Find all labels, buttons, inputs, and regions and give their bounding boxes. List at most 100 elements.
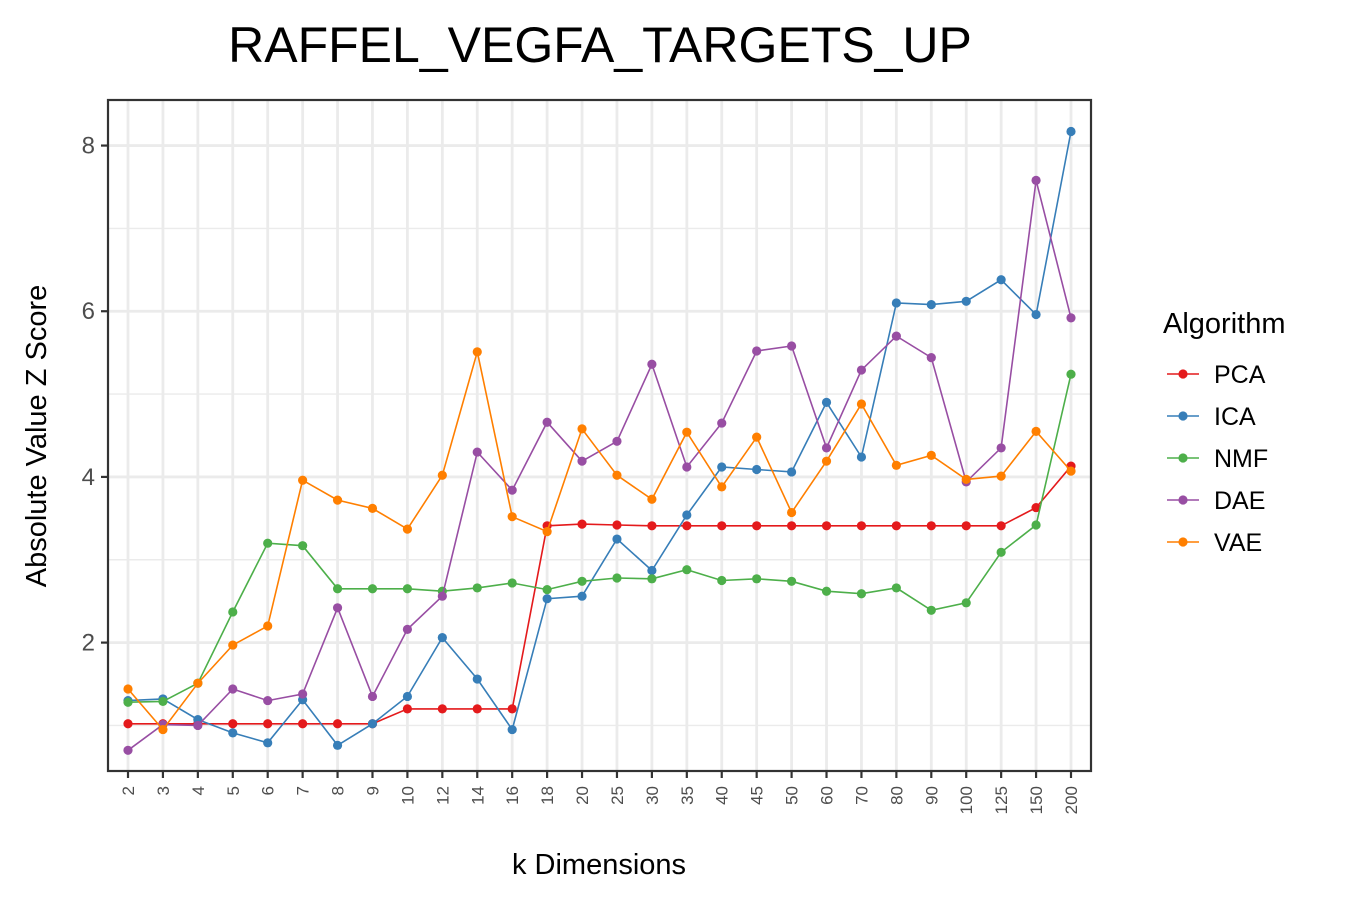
- data-point-ica: [507, 724, 517, 735]
- series-line-ica: [127, 131, 1072, 747]
- data-point-ica: [437, 633, 447, 643]
- data-point-nmf: [158, 696, 168, 707]
- x-axis-title: k Dimensions: [512, 849, 686, 881]
- data-point-nmf: [298, 541, 308, 551]
- data-point-ica: [786, 467, 797, 477]
- series-line-vae: [127, 351, 1072, 731]
- x-tick-label: 50: [783, 786, 802, 805]
- data-point-nmf: [1066, 369, 1076, 379]
- x-tick-label: 80: [887, 786, 906, 805]
- data-point-dae: [193, 720, 203, 731]
- data-point-nmf: [228, 607, 238, 617]
- legend-label-pca: PCA: [1214, 361, 1266, 389]
- data-point-vae: [332, 495, 343, 505]
- series-line-pca: [128, 465, 1072, 725]
- data-point-vae: [682, 427, 692, 437]
- data-point-dae: [332, 603, 343, 613]
- data-point-ica: [577, 591, 587, 601]
- data-point-vae: [507, 512, 517, 522]
- data-point-dae: [926, 353, 936, 363]
- data-point-dae: [228, 684, 238, 694]
- chart-title: RAFFEL_VEGFA_TARGETS_UP: [228, 17, 972, 73]
- data-point-vae: [786, 507, 797, 518]
- series-layer: [123, 126, 1076, 755]
- data-point-vae: [158, 724, 168, 735]
- data-point-pca: [263, 719, 273, 729]
- x-tick-label: 8: [329, 786, 348, 795]
- data-point-vae: [647, 494, 657, 504]
- data-point-vae: [472, 347, 482, 357]
- legend-title: Algorithm: [1163, 308, 1286, 340]
- legend-label-nmf: NMF: [1214, 445, 1268, 473]
- x-tick-label: 10: [398, 786, 417, 805]
- data-point-nmf: [647, 574, 657, 584]
- data-point-ica: [752, 464, 762, 475]
- data-point-nmf: [821, 586, 832, 596]
- x-tick-label: 16: [503, 786, 522, 805]
- data-point-ica: [472, 674, 482, 684]
- data-point-vae: [437, 470, 447, 480]
- data-point-dae: [437, 591, 447, 601]
- data-point-vae: [752, 432, 762, 442]
- data-point-pca: [682, 521, 692, 531]
- data-point-pca: [717, 521, 727, 531]
- data-point-ica: [612, 534, 622, 544]
- data-point-dae: [402, 624, 413, 634]
- data-point-dae: [263, 695, 273, 706]
- data-point-dae: [472, 447, 482, 457]
- data-point-vae: [1066, 466, 1076, 476]
- y-axis: 2 4 6 8: [82, 133, 108, 657]
- data-point-ica: [263, 738, 273, 748]
- legend-item-dae: DAE: [1167, 487, 1265, 515]
- data-point-nmf: [891, 583, 901, 593]
- x-tick-label: 100: [957, 786, 976, 814]
- data-point-vae: [856, 399, 867, 409]
- data-point-dae: [891, 331, 901, 341]
- data-point-nmf: [507, 578, 517, 588]
- data-point-dae: [1031, 175, 1041, 185]
- data-point-dae: [577, 456, 587, 466]
- legend-label-vae: VAE: [1214, 529, 1262, 557]
- data-point-pca: [612, 520, 622, 530]
- data-point-nmf: [367, 584, 378, 594]
- y-axis-title: Absolute Value Z Score: [21, 285, 53, 588]
- x-tick-label: 40: [713, 786, 732, 805]
- y-tick-label: 4: [82, 464, 95, 491]
- data-point-nmf: [752, 574, 762, 584]
- data-point-dae: [1066, 313, 1076, 323]
- data-point-vae: [367, 503, 378, 513]
- x-tick-label: 200: [1062, 786, 1081, 814]
- x-tick-label: 70: [852, 786, 871, 805]
- legend-point-nmf: [1178, 453, 1188, 463]
- data-point-dae: [717, 418, 727, 428]
- data-point-vae: [821, 456, 832, 466]
- data-point-nmf: [856, 589, 867, 599]
- legend-item-pca: PCA: [1167, 361, 1266, 389]
- data-point-ica: [926, 300, 936, 310]
- legend-item-vae: VAE: [1167, 529, 1262, 557]
- x-tick-label: 35: [678, 786, 697, 805]
- data-point-pca: [647, 521, 657, 531]
- data-point-vae: [577, 424, 587, 434]
- data-point-ica: [1066, 126, 1076, 137]
- data-point-ica: [717, 462, 727, 472]
- data-point-nmf: [682, 565, 692, 575]
- data-point-pca: [752, 521, 762, 531]
- x-tick-label: 125: [992, 786, 1011, 814]
- data-point-ica: [856, 452, 867, 462]
- data-point-nmf: [332, 584, 343, 594]
- data-point-nmf: [786, 576, 797, 586]
- data-point-ica: [332, 740, 343, 750]
- data-point-pca: [996, 521, 1006, 531]
- data-point-vae: [612, 470, 622, 480]
- x-tick-label: 3: [154, 786, 173, 795]
- x-axis: 2 3 4 5 6 7 8 9 10 12 14 16 18 20 25 30 35 40 45 50 60 70 80 90…: [119, 771, 1081, 814]
- legend-point-dae: [1178, 495, 1188, 505]
- data-point-nmf: [402, 584, 413, 594]
- data-point-pca: [402, 704, 413, 714]
- x-tick-label: 150: [1027, 786, 1046, 814]
- data-point-vae: [717, 482, 727, 492]
- data-point-ica: [402, 691, 413, 702]
- data-point-dae: [647, 359, 657, 369]
